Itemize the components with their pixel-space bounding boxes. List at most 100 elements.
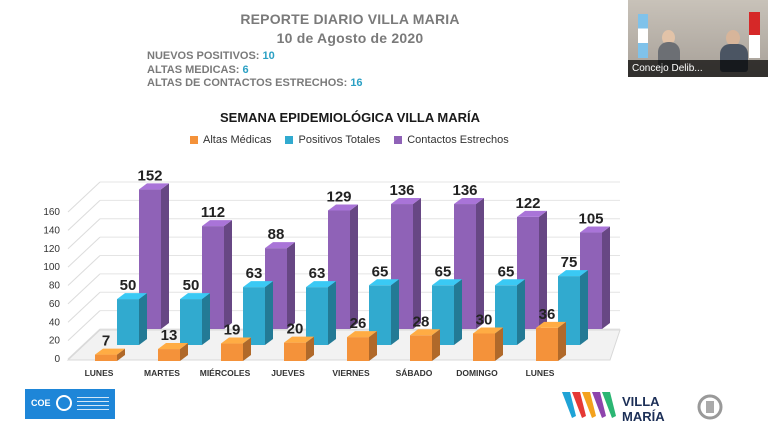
bar-0-top <box>410 329 440 336</box>
bar-2-side <box>350 204 358 329</box>
svg-text:VILLA: VILLA <box>622 394 660 409</box>
bar-0-top <box>284 336 314 343</box>
report-title: REPORTE DIARIO VILLA MARIA <box>240 11 460 27</box>
bar-1-top <box>117 293 147 300</box>
bar-0-front <box>158 349 180 361</box>
y-tick-label: 40 <box>49 317 61 328</box>
y-tick-label: 60 <box>49 299 61 310</box>
flag-argentina <box>638 14 648 58</box>
bar-1-top <box>180 293 210 300</box>
bar-1-side <box>202 293 210 345</box>
gridline-side <box>67 200 101 231</box>
gridline-side <box>67 273 101 305</box>
bar-0-side <box>495 327 503 361</box>
bar-0-top <box>158 343 188 350</box>
data-label: 28 <box>413 313 430 330</box>
flag-cordoba <box>749 12 760 58</box>
bar-2-side <box>161 183 169 329</box>
gridline-side <box>67 181 101 213</box>
data-label: 7 <box>102 333 110 350</box>
bar-1-top <box>495 279 525 286</box>
bar-0-front <box>95 354 117 361</box>
data-label: 20 <box>287 321 304 338</box>
bar-2-top <box>328 204 358 211</box>
data-label: 65 <box>498 263 515 280</box>
chart-plot: 0 20 40 60 80 100 120 140 160 152 112 88 129 136 136 12… <box>43 167 621 378</box>
bar-1-top <box>243 281 273 288</box>
gridline-side <box>67 291 101 323</box>
bar-0-side <box>432 329 440 361</box>
bar-1-front <box>306 287 328 345</box>
legend-item-contactos: Contactos Estrechos <box>394 134 509 146</box>
svg-text:MARÍA: MARÍA <box>622 409 665 424</box>
bar-2-top <box>265 242 295 249</box>
bar-2-side <box>413 198 421 329</box>
x-tick-label: LUNES <box>85 368 114 378</box>
coe-logo-subtitle <box>77 397 109 411</box>
legend-swatch-contactos <box>394 136 403 144</box>
x-tick-label: SÁBADO <box>396 368 433 378</box>
bar-1-front <box>243 287 265 345</box>
data-label: 19 <box>224 322 241 339</box>
bar-0-side <box>306 336 314 361</box>
data-label: 65 <box>435 263 452 280</box>
participant-1-head <box>662 30 675 45</box>
bar-1-front <box>117 299 139 345</box>
legend-swatch-positivos <box>285 136 294 144</box>
stat-value: 6 <box>242 63 249 76</box>
y-tick-label: 80 <box>49 281 61 292</box>
bar-0-front <box>410 335 432 361</box>
bar-0-side <box>369 331 377 361</box>
data-label: 63 <box>246 265 263 282</box>
bar-2-side <box>287 242 295 329</box>
bar-2-top <box>391 198 421 205</box>
bar-0-front <box>347 337 369 361</box>
gridline-side <box>67 236 101 268</box>
data-label: 13 <box>161 327 178 344</box>
data-label: 105 <box>578 211 603 228</box>
stat-close-contact-discharges: ALTAS DE CONTACTOS ESTRECHOS: 16 <box>147 77 363 89</box>
data-label: 122 <box>515 195 540 212</box>
bar-0-front <box>284 342 306 361</box>
daily-stats: NUEVOS POSITIVOS: 10 ALTAS MEDICAS: 6 AL… <box>147 50 363 91</box>
y-tick-label: 140 <box>43 225 60 236</box>
bar-0-front <box>536 327 558 361</box>
villa-maria-logo: VILLA MARÍA <box>562 392 723 424</box>
bar-2-side <box>539 210 547 329</box>
stat-medical-discharges: ALTAS MEDICAS: 6 <box>147 63 249 76</box>
coe-logo: COE <box>25 389 115 419</box>
legend-label: Contactos Estrechos <box>407 134 509 146</box>
bar-1-front <box>369 285 391 345</box>
data-label: 88 <box>268 226 285 243</box>
y-tick-label: 120 <box>43 244 60 255</box>
legend-label: Positivos Totales <box>298 134 381 146</box>
x-tick-label: MARTES <box>144 368 180 378</box>
gridline-side <box>67 255 101 286</box>
bar-1-front <box>180 299 202 345</box>
bar-2-side <box>476 198 484 329</box>
bar-2-top <box>580 226 610 233</box>
bar-0-side <box>180 343 188 361</box>
bar-1-top <box>558 270 588 277</box>
video-participant-tile[interactable]: Concejo Delib... <box>628 0 768 77</box>
chart-title: SEMANA EPIDEMIOLÓGICA VILLA MARÍA <box>220 110 480 125</box>
bar-2-top <box>517 210 547 217</box>
data-label: 75 <box>561 254 578 271</box>
bar-0-side <box>117 348 125 361</box>
stat-value: 10 <box>262 50 275 62</box>
bar-2-top <box>139 183 169 190</box>
bar-1-top <box>432 279 462 286</box>
bar-0-top <box>536 321 566 328</box>
bar-0-front <box>221 343 243 361</box>
x-tick-label: DOMINGO <box>456 368 498 378</box>
data-label: 50 <box>183 277 200 294</box>
participant-name: Concejo Delib... <box>628 60 768 77</box>
data-label: 112 <box>201 204 225 221</box>
data-label: 136 <box>452 182 477 199</box>
bar-0-top <box>473 327 503 334</box>
data-label: 30 <box>476 311 493 328</box>
data-label: 152 <box>137 167 162 184</box>
data-label: 36 <box>539 306 556 323</box>
bar-1-side <box>391 279 399 345</box>
bar-0-top <box>95 348 125 355</box>
